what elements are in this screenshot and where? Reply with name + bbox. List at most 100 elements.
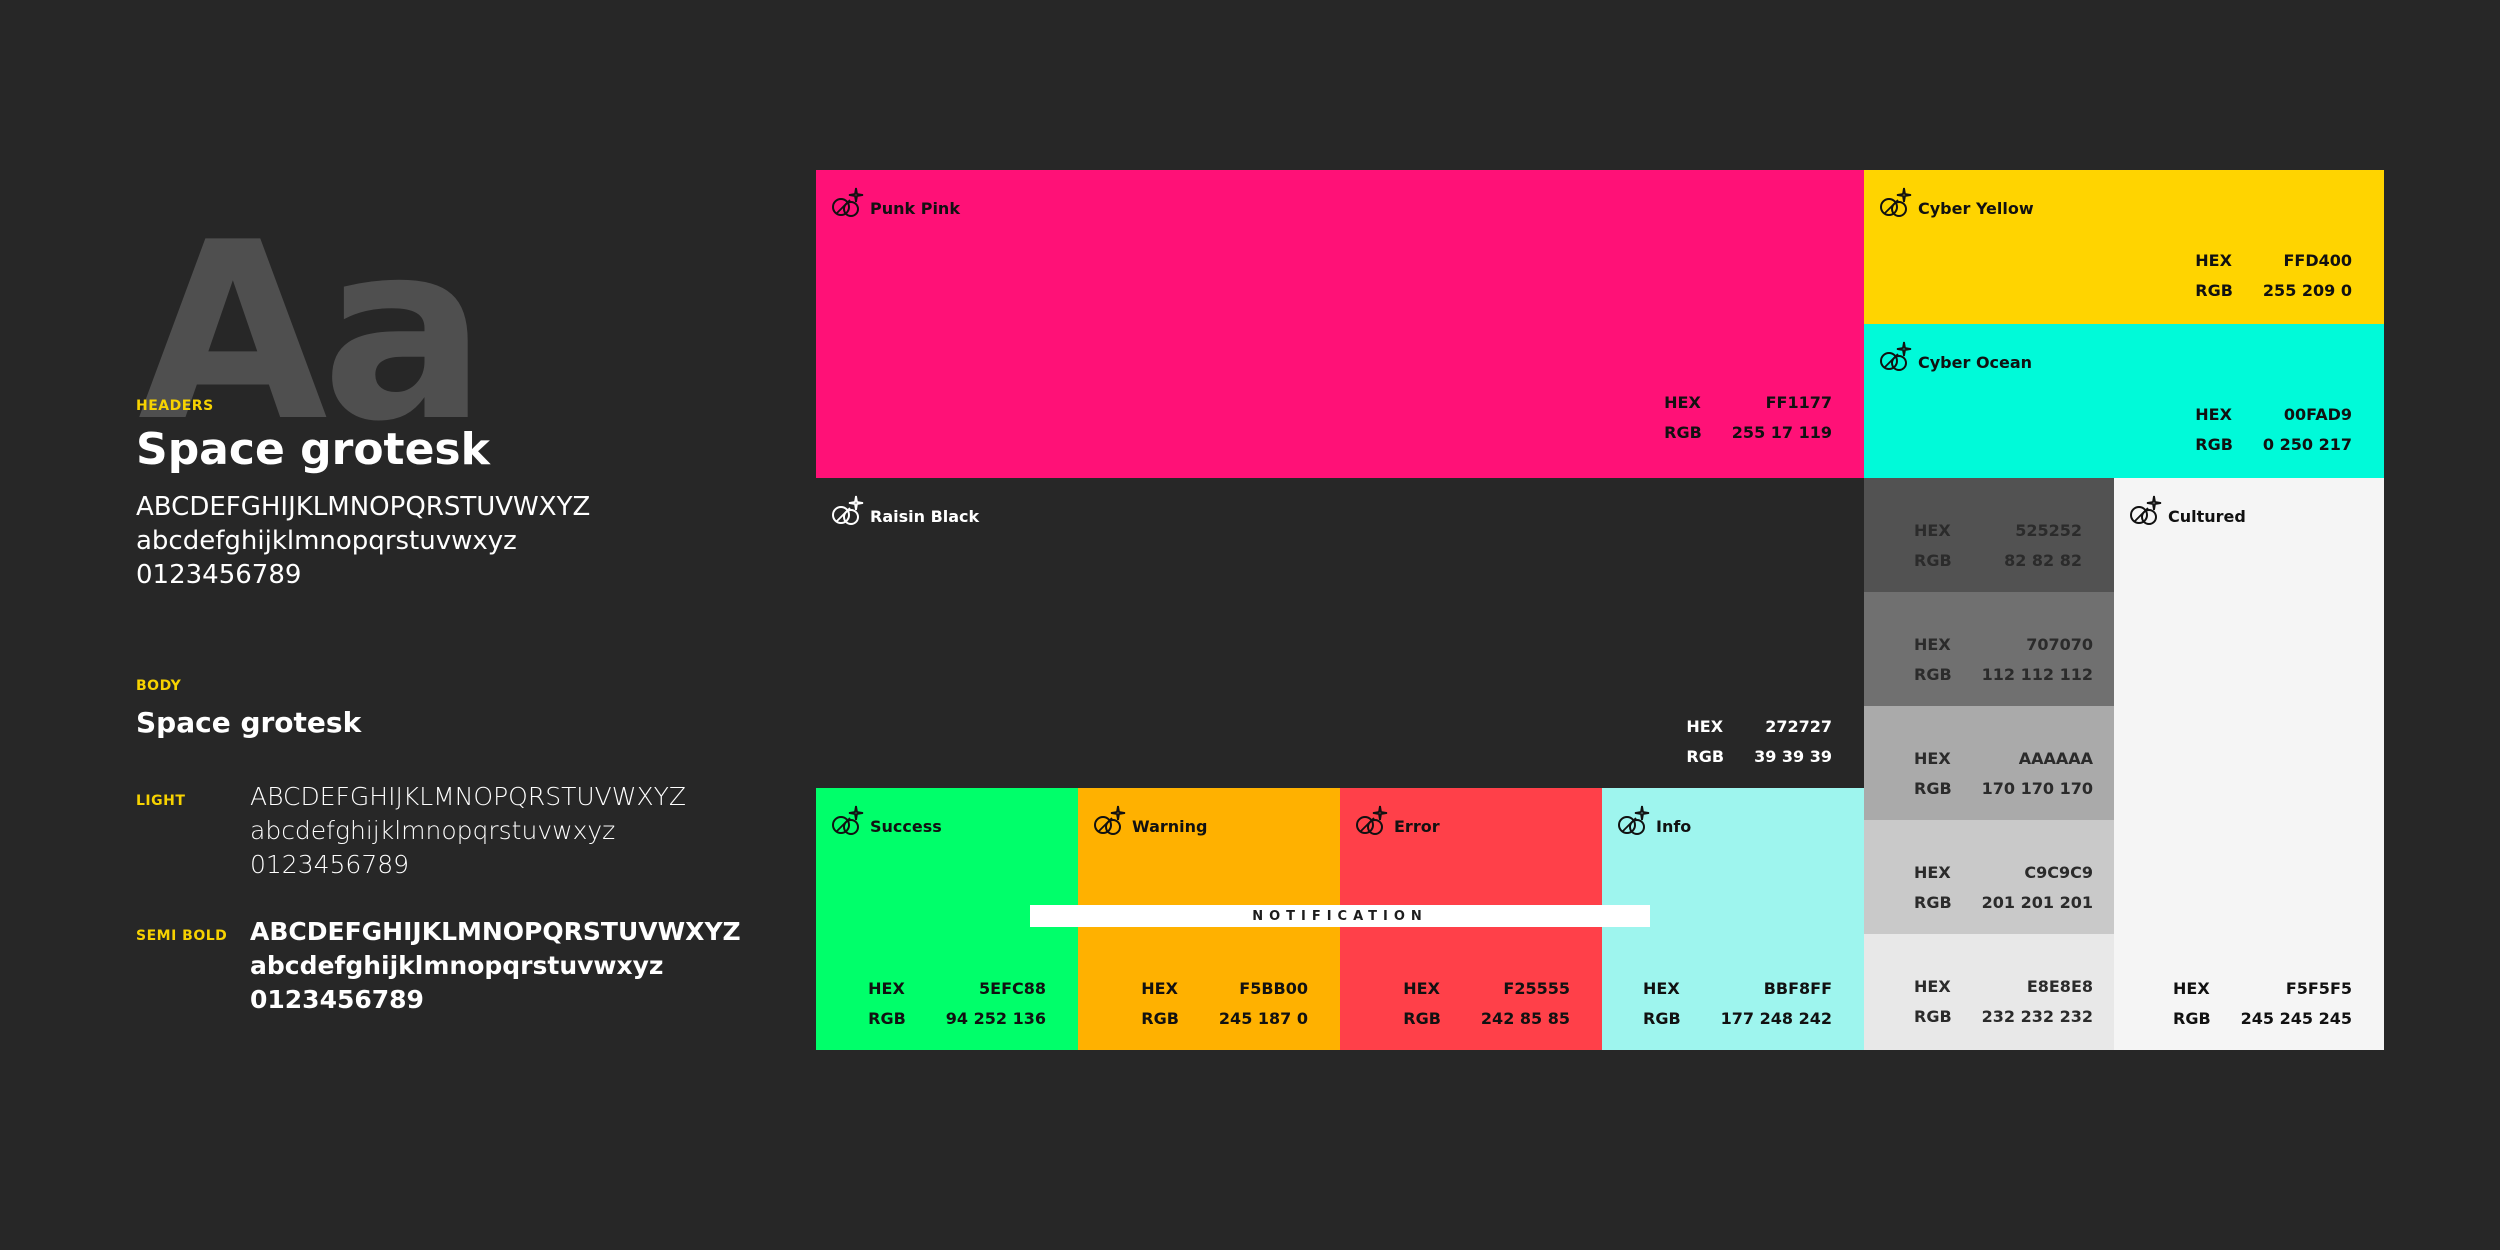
rgb-value: 39 39 39 [1754,747,1832,766]
rgb-value: 242 85 85 [1480,1009,1570,1028]
color-codes: HEX AAAAAA RGB 170 170 170 [1914,744,2093,804]
rgb-label: RGB [1664,423,1702,442]
hex-value: 525252 [2015,521,2082,540]
rgb-value: 232 232 232 [1981,1007,2093,1026]
swatch-gray-707070: HEX 707070 RGB 112 112 112 [1864,592,2114,706]
brand-logo-icon [1880,187,1912,217]
hex-label: HEX [1914,635,1951,654]
swatch-punk-pink: Punk Pink HEX FF1177 RGB 255 17 119 [816,170,1864,478]
hex-value: 5EFC88 [979,979,1046,998]
rgb-label: RGB [1686,747,1725,766]
rgb-value: 255 17 119 [1731,423,1832,442]
swatch-header: Success [830,802,942,838]
rgb-value: 255 209 0 [2262,281,2352,300]
hex-value: F5BB00 [1239,979,1308,998]
brand-logo-icon [2130,495,2162,525]
color-codes: HEX C9C9C9 RGB 201 201 201 [1914,858,2093,918]
swatch-name: Cyber Ocean [1918,353,2033,372]
swatch-header: Punk Pink [830,184,960,220]
swatch-cyber-yellow: Cyber Yellow HEX FFD400 RGB 255 209 0 [1864,170,2384,324]
color-codes: HEX F5F5F5 RGB 245 245 245 [2173,974,2352,1034]
rgb-value: 170 170 170 [1981,779,2093,798]
rgb-label: RGB [1914,1007,1952,1026]
brand-logo-icon [832,805,864,835]
swatch-header: Cyber Yellow [1878,184,2034,220]
rgb-value: 177 248 242 [1720,1009,1832,1028]
hex-label: HEX [1914,863,1951,882]
rgb-label: RGB [1914,665,1952,684]
rgb-label: RGB [1643,1009,1681,1028]
light-lowercase: abcdefghijklmnopqrstuvwxyz [250,816,616,845]
hex-label: HEX [868,979,905,998]
brand-logo-icon [1356,805,1388,835]
headers-label: HEADERS [136,398,214,414]
color-codes: HEX F5BB00 RGB 245 187 0 [1141,974,1308,1034]
headers-sample: ABCDEFGHIJKLMNOPQRSTUVWXYZ abcdefghijklm… [136,490,590,592]
swatch-name: Success [870,817,942,836]
swatch-name: Error [1394,817,1440,836]
light-digits: 0123456789 [250,850,410,879]
rgb-label: RGB [1914,779,1952,798]
hex-value: F5F5F5 [2285,979,2352,998]
hex-value: BBF8FF [1763,979,1832,998]
swatch-header: Info [1616,802,1691,838]
swatch-name: Punk Pink [870,199,960,218]
hex-value: 00FAD9 [2283,405,2352,424]
hex-value: E8E8E8 [2026,977,2093,996]
swatch-name: Cyber Yellow [1918,199,2034,218]
swatch-name: Warning [1132,817,1208,836]
hex-label: HEX [1141,979,1178,998]
rgb-label: RGB [2195,281,2233,300]
swatch-cyber-ocean: Cyber Ocean HEX 00FAD9 RGB 0 250 217 [1864,324,2384,478]
rgb-value: 201 201 201 [1981,893,2093,912]
swatch-cultured: Cultured HEX F5F5F5 RGB 245 245 245 [2114,478,2384,1050]
body-font-name: Space grotesk [136,706,362,739]
hex-value: F25555 [1503,979,1570,998]
swatch-gray-c9c9c9: HEX C9C9C9 RGB 201 201 201 [1864,820,2114,934]
rgb-value: 245 187 0 [1218,1009,1308,1028]
swatch-header: Error [1354,802,1440,838]
color-codes: HEX E8E8E8 RGB 232 232 232 [1914,972,2093,1032]
swatch-gray-aaaaaa: HEX AAAAAA RGB 170 170 170 [1864,706,2114,820]
semibold-label: SEMI BOLD [136,928,228,944]
brand-logo-icon [1880,341,1912,371]
semibold-sample: ABCDEFGHIJKLMNOPQRSTUVWXYZ abcdefghijklm… [250,915,741,1017]
headers-lowercase: abcdefghijklmnopqrstuvwxyz [136,526,517,556]
hex-value: FF1177 [1765,393,1832,412]
color-codes: HEX 00FAD9 RGB 0 250 217 [2195,400,2352,460]
headers-digits: 0123456789 [136,560,302,590]
light-sample: ABCDEFGHIJKLMNOPQRSTUVWXYZ abcdefghijklm… [250,780,686,882]
hex-label: HEX [1914,521,1951,540]
rgb-value: 112 112 112 [1981,665,2093,684]
notification-bar: NOTIFICATION [1030,905,1650,927]
hex-label: HEX [2195,251,2232,270]
brand-logo-icon [1094,805,1126,835]
rgb-value: 82 82 82 [2004,551,2082,570]
light-label: LIGHT [136,793,186,809]
hex-label: HEX [2173,979,2210,998]
swatch-header: Cyber Ocean [1878,338,2032,374]
rgb-value: 0 250 217 [2262,435,2352,454]
font-specimen: Aa [138,190,487,475]
hex-value: 707070 [2026,635,2093,654]
rgb-label: RGB [1914,893,1952,912]
swatch-gray-e8e8e8: HEX E8E8E8 RGB 232 232 232 [1864,934,2114,1050]
swatch-name: Info [1656,817,1692,836]
hex-label: HEX [1686,717,1724,736]
rgb-label: RGB [2195,435,2233,454]
hex-label: HEX [1914,749,1951,768]
swatch-name: Cultured [2168,507,2246,526]
hex-label: HEX [1914,977,1951,996]
body-label: BODY [136,678,182,694]
rgb-label: RGB [1914,551,1952,570]
swatch-name: Raisin Black [870,507,980,526]
color-codes: HEX FFD400 RGB 255 209 0 [2195,246,2352,306]
swatch-header: Raisin Black [830,492,979,528]
hex-value: C9C9C9 [2024,863,2093,882]
semibold-uppercase: ABCDEFGHIJKLMNOPQRSTUVWXYZ [250,917,741,946]
swatch-raisin-black: Raisin Black HEX 272727 RGB 39 39 39 [816,478,1864,788]
rgb-label: RGB [2173,1009,2211,1028]
light-uppercase: ABCDEFGHIJKLMNOPQRSTUVWXYZ [250,782,687,811]
swatch-info: Info HEX BBF8FF RGB 177 248 242 [1602,788,1864,1050]
semibold-lowercase: abcdefghijklmnopqrstuvwxyz [250,951,664,980]
